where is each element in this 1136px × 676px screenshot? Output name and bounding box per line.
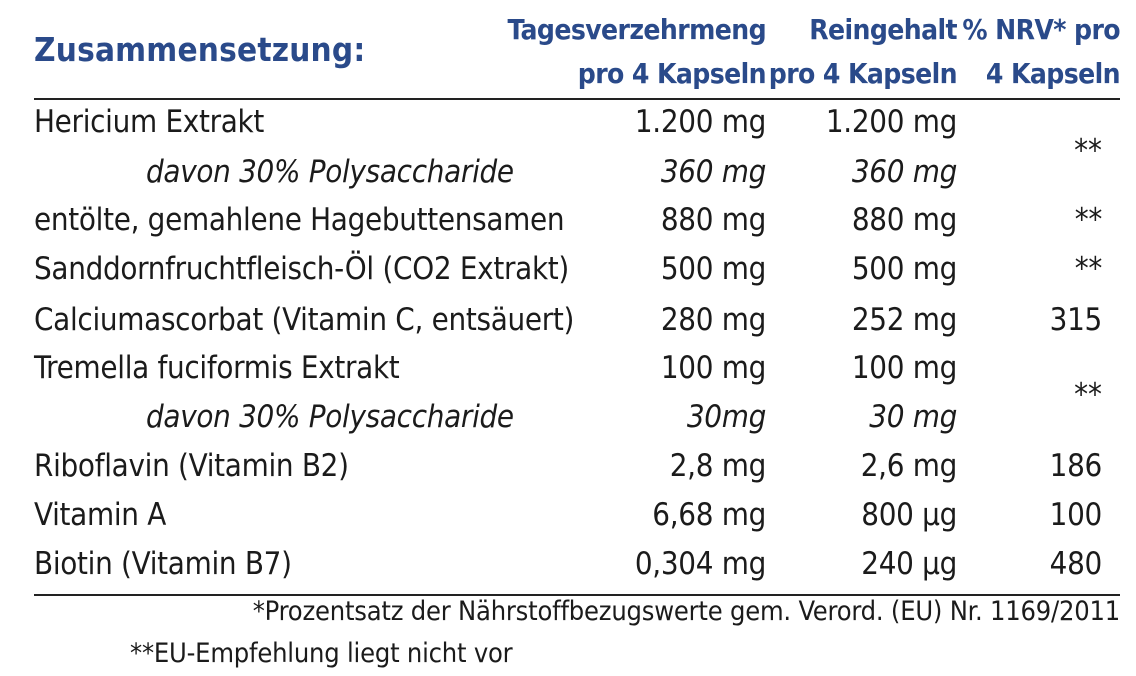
nrv-value: 480 <box>1049 546 1103 582</box>
daily-amount: 100 mg <box>660 350 766 386</box>
column-header-nrv: % NRV* pro 4 Kapseln <box>962 8 1120 96</box>
nrv-value-hericium: ** <box>1074 133 1102 169</box>
table-row: davon 30% Polysaccharide 30mg 30 mg <box>0 393 1136 441</box>
nrv-value: 186 <box>1049 448 1103 484</box>
ingredient-name: Sanddornfruchtfleisch-Öl (CO2 Extrakt) <box>34 251 570 287</box>
daily-amount: 1.200 mg <box>634 104 766 140</box>
daily-amount: 30mg <box>686 399 766 435</box>
column-header-pure-line2: pro 4 Kapseln <box>768 57 958 90</box>
nrv-value-tremella: ** <box>1074 377 1102 413</box>
ingredient-name: Hericium Extrakt <box>34 104 265 140</box>
column-header-pure-content: Reingehalt pro 4 Kapseln <box>768 8 958 96</box>
ingredient-name: Riboflavin (Vitamin B2) <box>34 448 349 484</box>
nrv-value: 100 <box>1049 497 1103 533</box>
table-row: Sanddornfruchtfleisch-Öl (CO2 Extrakt) 5… <box>0 245 1136 293</box>
footer-divider <box>34 594 1120 596</box>
column-header-daily-line1: Tagesverzehrmeng <box>507 13 767 46</box>
table-row: Biotin (Vitamin B7) 0,304 mg 240 µg 480 <box>0 540 1136 588</box>
table-row: entölte, gemahlene Hagebuttensamen 880 m… <box>0 196 1136 244</box>
table-row: Hericium Extrakt 1.200 mg 1.200 mg <box>0 98 1136 146</box>
composition-heading: Zusammensetzung: <box>34 30 366 69</box>
pure-amount: 800 µg <box>861 497 957 533</box>
daily-amount: 6,68 mg <box>652 497 766 533</box>
pure-amount: 30 mg <box>869 399 957 435</box>
pure-amount: 880 mg <box>851 202 957 238</box>
pure-amount: 500 mg <box>851 251 957 287</box>
nrv-value: ** <box>1074 251 1103 287</box>
pure-amount: 252 mg <box>851 302 957 338</box>
nrv-value: ** <box>1074 202 1103 238</box>
header-divider <box>34 98 1120 100</box>
pure-amount: 360 mg <box>851 154 957 190</box>
table-row: Calciumascorbat (Vitamin C, entsäuert) 2… <box>0 296 1136 344</box>
footnote-nrv: *Prozentsatz der Nährstoffbezugswerte ge… <box>252 596 1121 627</box>
daily-amount: 2,8 mg <box>669 448 767 484</box>
daily-amount: 0,304 mg <box>634 546 766 582</box>
ingredient-name: davon 30% Polysaccharide <box>146 154 514 190</box>
pure-amount: 100 mg <box>851 350 957 386</box>
pure-amount: 1.200 mg <box>825 104 957 140</box>
pure-amount: 240 µg <box>861 546 957 582</box>
ingredient-name: entölte, gemahlene Hagebuttensamen <box>34 202 565 238</box>
ingredient-name: Biotin (Vitamin B7) <box>34 546 292 582</box>
daily-amount: 500 mg <box>660 251 766 287</box>
ingredient-name: Tremella fuciformis Extrakt <box>34 350 400 386</box>
column-header-pure-line1: Reingehalt <box>809 13 957 46</box>
column-header-nrv-line1: % NRV* pro <box>962 13 1120 46</box>
daily-amount: 880 mg <box>660 202 766 238</box>
nrv-value: 315 <box>1049 302 1103 338</box>
footnote-no-recommendation: **EU-Empfehlung liegt nicht vor <box>130 638 513 669</box>
column-header-nrv-line2: 4 Kapseln <box>985 57 1121 90</box>
table-row: Vitamin A 6,68 mg 800 µg 100 <box>0 491 1136 539</box>
pure-amount: 2,6 mg <box>860 448 958 484</box>
daily-amount: 360 mg <box>660 154 766 190</box>
ingredient-name: davon 30% Polysaccharide <box>146 399 514 435</box>
ingredient-name: Calciumascorbat (Vitamin C, entsäuert) <box>34 302 575 338</box>
column-header-daily-line2: pro 4 Kapseln <box>577 57 767 90</box>
daily-amount: 280 mg <box>660 302 766 338</box>
table-row: davon 30% Polysaccharide 360 mg 360 mg <box>0 148 1136 196</box>
column-header-daily-intake: Tagesverzehrmeng pro 4 Kapseln <box>507 8 767 96</box>
ingredient-name: Vitamin A <box>34 497 166 533</box>
table-row: Riboflavin (Vitamin B2) 2,8 mg 2,6 mg 18… <box>0 442 1136 490</box>
table-row: Tremella fuciformis Extrakt 100 mg 100 m… <box>0 344 1136 392</box>
